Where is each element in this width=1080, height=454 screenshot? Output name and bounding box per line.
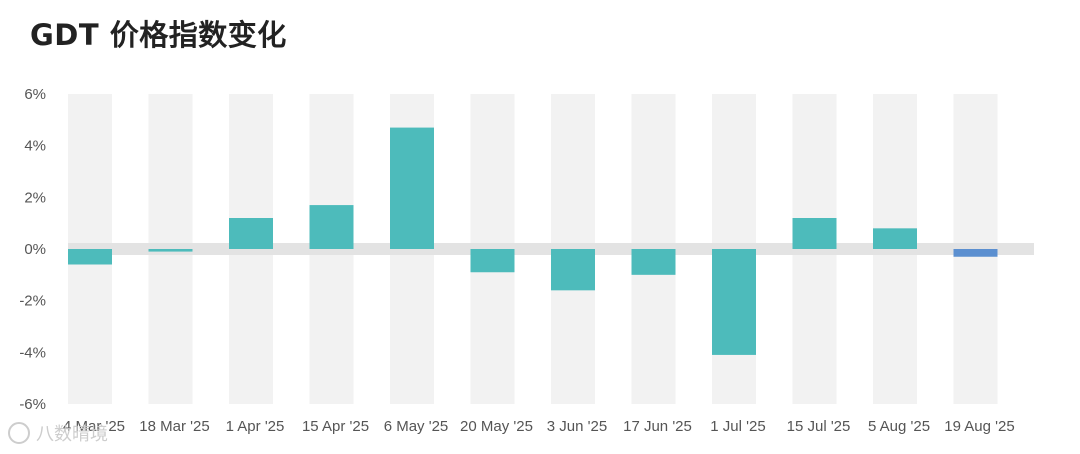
y-tick-label: 0%: [24, 241, 46, 258]
x-tick-label: 4 Mar '25: [63, 418, 125, 435]
watermark-text: 八数晴境: [36, 424, 108, 445]
y-tick-label: 6%: [24, 86, 46, 103]
y-tick-label: 4%: [24, 138, 46, 155]
bar-0[interactable]: [68, 249, 112, 265]
bar-5[interactable]: [470, 249, 515, 273]
x-tick-label: 17 Jun '25: [623, 418, 692, 435]
bar-11[interactable]: [953, 249, 998, 257]
x-tick-label: 20 May '25: [460, 418, 533, 435]
x-tick-label: 1 Apr '25: [226, 418, 285, 435]
x-tick-label: 5 Aug '25: [868, 418, 930, 435]
bar-2[interactable]: [229, 218, 273, 249]
bar-7[interactable]: [631, 249, 676, 275]
x-tick-label: 18 Mar '25: [139, 418, 209, 435]
watermark: 八数晴境: [8, 420, 108, 446]
x-tick-label: 15 Apr '25: [302, 418, 369, 435]
bar-4[interactable]: [390, 127, 434, 249]
bar-10[interactable]: [873, 228, 917, 249]
bar-3[interactable]: [309, 205, 354, 249]
bars: [68, 127, 998, 355]
chart-title: GDT 价格指数变化: [30, 18, 287, 52]
x-tick-label: 19 Aug '25: [944, 418, 1014, 435]
bar-9[interactable]: [792, 218, 837, 249]
x-tick-label: 6 May '25: [384, 418, 449, 435]
y-tick-label: -4%: [19, 344, 46, 361]
x-axis-ticks: 4 Mar '25 18 Mar '25 1 Apr '25 15 Apr '25 6 …: [63, 418, 1015, 435]
y-axis-ticks: 6% 4% 2% 0% -2% -4% -6%: [19, 86, 46, 413]
bar-1[interactable]: [148, 249, 193, 252]
bar-6[interactable]: [551, 249, 595, 291]
x-tick-label: 1 Jul '25: [710, 418, 765, 435]
y-tick-label: -6%: [19, 396, 46, 413]
x-tick-label: 3 Jun '25: [547, 418, 607, 435]
y-tick-label: -2%: [19, 293, 46, 310]
bar-8[interactable]: [712, 249, 756, 355]
watermark-logo-icon: [8, 422, 30, 444]
x-tick-label: 15 Jul '25: [787, 418, 851, 435]
y-tick-label: 2%: [24, 189, 46, 206]
